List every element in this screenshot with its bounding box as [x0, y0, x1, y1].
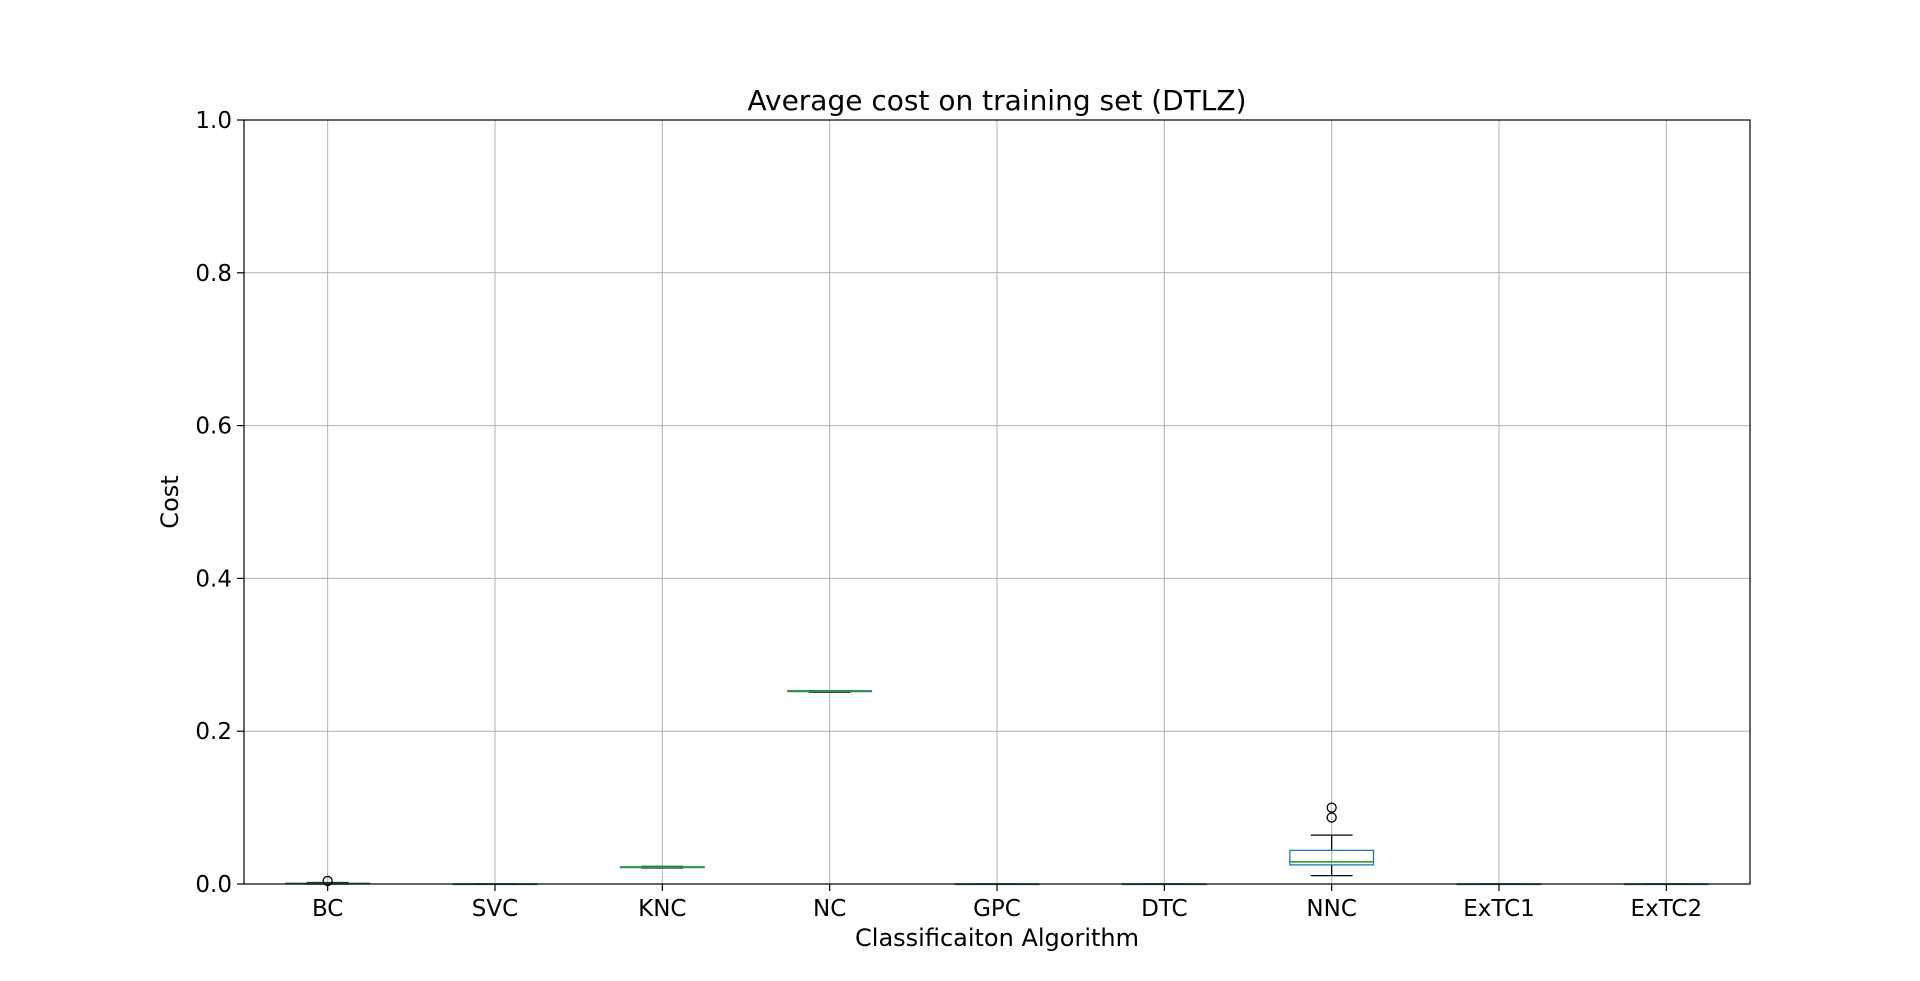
x-tick-label: NNC: [1306, 896, 1356, 922]
y-axis-label: Cost: [156, 475, 184, 528]
box-knc: [619, 865, 705, 869]
iqr-box: [1289, 849, 1375, 866]
outlier-point: [1326, 812, 1337, 823]
chart-title: Average cost on training set (DTLZ): [747, 84, 1246, 117]
y-tick-label: 0.6: [195, 414, 232, 440]
box-nc: [787, 690, 873, 693]
y-tick-label: 0.8: [195, 261, 232, 287]
y-tick-label: 1.0: [195, 108, 232, 134]
x-tick-label: SVC: [472, 896, 518, 922]
x-tick-label: BC: [312, 896, 343, 922]
x-tick-label: NC: [813, 896, 846, 922]
box-nnc: [1289, 802, 1375, 877]
x-tick-label: GPC: [973, 896, 1021, 922]
x-tick-label: DTC: [1141, 896, 1187, 922]
outlier-point: [1326, 802, 1337, 813]
y-tick-label: 0.4: [195, 566, 232, 592]
x-tick-label: ExTC1: [1463, 896, 1535, 922]
x-axis-label: Classificaiton Algorithm: [855, 924, 1139, 952]
axis-ticks: 0.0 0.2 0.4 0.6 0.8 1.0 BC SVC KNC NC GPC DTC NNC ExT…: [195, 108, 1702, 922]
x-tick-label: ExTC2: [1631, 896, 1703, 922]
x-tick-label: KNC: [638, 896, 686, 922]
y-tick-label: 0.0: [195, 872, 232, 898]
y-tick-label: 0.2: [195, 719, 232, 745]
